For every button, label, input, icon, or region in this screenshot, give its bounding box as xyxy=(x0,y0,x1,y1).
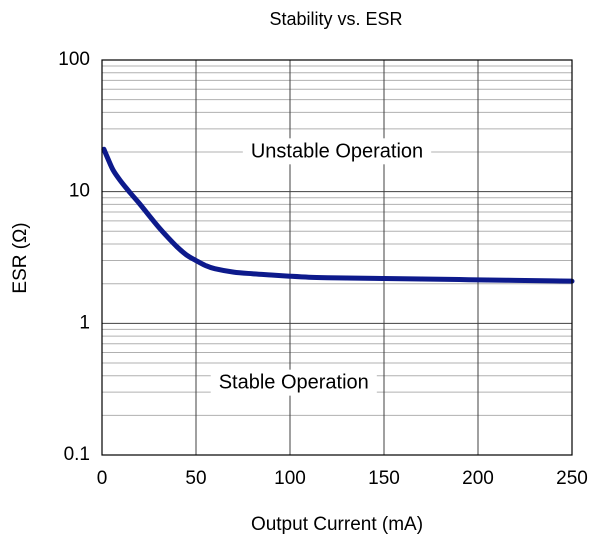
region-label: Unstable Operation xyxy=(251,140,423,162)
region-label-background xyxy=(242,138,432,165)
major-gridlines xyxy=(101,59,573,456)
x-tick-label: 200 xyxy=(462,468,494,489)
x-tick-label: 100 xyxy=(274,468,306,489)
y-tick-label: 10 xyxy=(69,181,90,202)
y-axis-label: ESR (Ω) xyxy=(10,222,31,293)
y-tick-labels: 0.1 1 10 100 xyxy=(58,49,90,465)
region-labels: Unstable Operation Stable Operation xyxy=(210,138,432,396)
chart-title: Stability vs. ESR xyxy=(269,9,402,29)
esr-curve xyxy=(101,146,575,284)
x-tick-label: 250 xyxy=(556,468,588,489)
x-tick-label: 150 xyxy=(368,468,400,489)
minor-gridlines xyxy=(102,65,572,416)
y-tick-label: 1 xyxy=(79,312,90,333)
x-tick-labels: 0 50 100 150 200 250 xyxy=(97,468,588,489)
region-label: Stable Operation xyxy=(219,372,369,394)
x-tick-label: 50 xyxy=(185,468,206,489)
y-tick-label: 100 xyxy=(58,49,90,70)
plot-frame xyxy=(101,59,573,456)
x-tick-label: 0 xyxy=(97,468,108,489)
series-line xyxy=(101,146,575,284)
region-label-background xyxy=(210,369,377,396)
y-tick-label: 0.1 xyxy=(64,444,90,465)
x-axis-label: Output Current (mA) xyxy=(251,514,423,535)
